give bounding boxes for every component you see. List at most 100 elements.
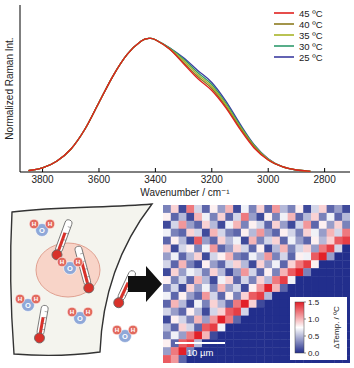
- heatmap-cell: [202, 229, 210, 237]
- heatmap-cell: [225, 252, 233, 260]
- legend-label: 30 ºC: [299, 41, 323, 52]
- heatmap-cell: [202, 221, 210, 229]
- heatmap-cell: [171, 221, 179, 229]
- thermometer-bulb: [83, 282, 95, 294]
- heatmap-cell: [194, 237, 202, 245]
- heatmap-cell: [319, 252, 327, 260]
- heatmap-cell: [233, 276, 241, 284]
- heatmap-cell: [241, 300, 249, 308]
- heatmap-cell: [225, 213, 233, 221]
- hydrogen-atom: [31, 294, 41, 304]
- heatmap-cell: [288, 276, 296, 284]
- heatmap-cell: [194, 300, 202, 308]
- heatmap-cell: [295, 205, 303, 213]
- heatmap-cell: [186, 308, 194, 316]
- heatmap-cell: [264, 331, 272, 339]
- heatmap-cell: [241, 221, 249, 229]
- heatmap-cell: [202, 324, 210, 332]
- legend-label: 40 ºC: [299, 19, 323, 30]
- heatmap-cell: [257, 229, 265, 237]
- heatmap-cell: [163, 245, 171, 253]
- atom-label: O: [25, 301, 31, 310]
- heatmap-cell: [171, 308, 179, 316]
- heatmap-cell: [186, 229, 194, 237]
- heatmap-cell: [327, 252, 335, 260]
- hydrogen-atom: [73, 257, 83, 267]
- heatmap-cell: [295, 221, 303, 229]
- heatmap-cell: [249, 347, 257, 355]
- heatmap-cell: [288, 284, 296, 292]
- heatmap-cell: [210, 268, 218, 276]
- thermometer-fluid: [39, 317, 45, 335]
- heatmap-cell: [225, 237, 233, 245]
- heatmap-cell: [264, 347, 272, 355]
- heatmap-cell: [179, 245, 187, 253]
- heatmap-cell: [334, 221, 342, 229]
- heatmap-cell: [186, 213, 194, 221]
- colorbar-box: [290, 297, 347, 360]
- heatmap-cell: [288, 252, 296, 260]
- heatmap-cell: [295, 213, 303, 221]
- heatmap-cell: [249, 284, 257, 292]
- heatmap-cell: [342, 213, 350, 221]
- heatmap-cell: [202, 331, 210, 339]
- heatmap-cell: [225, 331, 233, 339]
- heatmap-cell: [311, 245, 319, 253]
- heatmap-cell: [186, 284, 194, 292]
- heatmap-cell: [264, 252, 272, 260]
- heatmap-cell: [241, 284, 249, 292]
- heatmap-cell: [241, 245, 249, 253]
- heatmap-cell: [241, 331, 249, 339]
- heatmap-cell: [264, 308, 272, 316]
- heatmap-cell: [327, 276, 335, 284]
- colorbar-tick-label: 0.5: [308, 332, 320, 341]
- heatmap-cell: [163, 308, 171, 316]
- heatmap-cell: [194, 292, 202, 300]
- heatmap-cell: [249, 245, 257, 253]
- hydrogen-atom: [112, 325, 122, 335]
- y-axis: [20, 5, 21, 172]
- heatmap-cell: [303, 252, 311, 260]
- heatmap-cell: [171, 347, 179, 355]
- heatmap-cell: [257, 355, 265, 363]
- atom-label: O: [67, 264, 73, 273]
- heatmap-cell: [327, 221, 335, 229]
- heatmap-cell: [288, 205, 296, 213]
- heatmap-cell: [264, 284, 272, 292]
- heatmap-cell: [257, 205, 265, 213]
- heatmap-cell: [210, 276, 218, 284]
- heatmap-cell: [233, 347, 241, 355]
- heatmap-cell: [194, 252, 202, 260]
- heatmap-cell: [334, 245, 342, 253]
- heatmap-cell: [272, 355, 280, 363]
- heatmap-cell: [319, 276, 327, 284]
- heatmap-cell: [210, 308, 218, 316]
- heatmap-cell: [179, 316, 187, 324]
- spectrum-line: [28, 38, 310, 171]
- heatmap-cell: [225, 260, 233, 268]
- heatmap-cell: [257, 308, 265, 316]
- heatmap-cell: [218, 284, 226, 292]
- heatmap-cell: [303, 205, 311, 213]
- heatmap-cell: [334, 229, 342, 237]
- heatmap-cell: [272, 347, 280, 355]
- heatmap-cell: [179, 324, 187, 332]
- thermometer-tube: [37, 305, 49, 336]
- heatmap-cell: [233, 260, 241, 268]
- heatmap-cell: [218, 331, 226, 339]
- arrow: [128, 266, 162, 302]
- heatmap-cell: [257, 347, 265, 355]
- heatmap-cell: [257, 268, 265, 276]
- heatmap-cell: [210, 300, 218, 308]
- atom-label: O: [39, 226, 45, 235]
- thermometer-tick: [123, 294, 126, 295]
- heatmap-cell: [342, 268, 350, 276]
- heatmap-cell: [233, 245, 241, 253]
- heatmap-cell: [319, 221, 327, 229]
- water-molecule: OHH: [112, 325, 138, 342]
- heatmap-cell: [163, 205, 171, 213]
- heatmap-cell: [342, 284, 350, 292]
- heatmap-cell: [163, 260, 171, 268]
- legend-swatch: [274, 34, 294, 36]
- thermometer-tick: [84, 268, 87, 270]
